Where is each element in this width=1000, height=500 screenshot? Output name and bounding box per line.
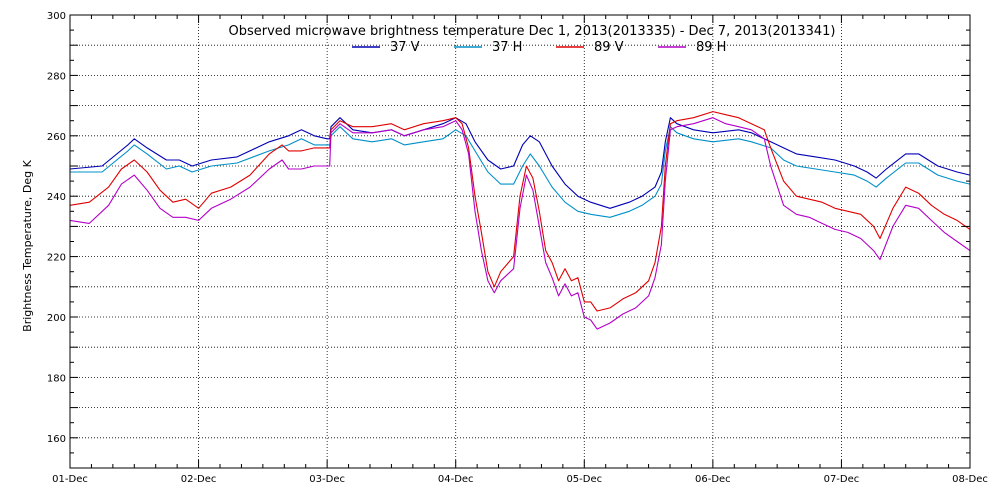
x-tick-label: 08-Dec [952, 474, 988, 485]
grid-lines [70, 15, 970, 468]
series-line-37-v [69, 117, 971, 209]
series-line-89-h [69, 117, 971, 330]
legend-label: 37 V [390, 40, 420, 55]
chart-title: Observed microwave brightness temperatur… [229, 24, 836, 39]
legend: 37 V 37 H 89 V 89 H [352, 40, 726, 55]
y-tick-label: 280 [47, 71, 66, 82]
y-tick-label: 160 [47, 434, 66, 445]
y-tick-label: 260 [47, 132, 66, 143]
y-tick-label: 300 [47, 11, 66, 22]
y-axis-label: Brightness Temperature, Deg K [21, 159, 34, 331]
y-tick-label: 220 [47, 253, 66, 264]
x-tick-label: 06-Dec [695, 474, 731, 485]
y-tick-label: 200 [47, 313, 66, 324]
x-tick-label: 05-Dec [566, 474, 602, 485]
legend-label: 89 H [696, 40, 726, 55]
series-line-89-v [69, 111, 971, 312]
x-tick-label: 02-Dec [181, 474, 217, 485]
x-tick-label: 04-Dec [438, 474, 474, 485]
x-tick-label: 07-Dec [824, 474, 860, 485]
y-tick-labels: 160 180 200 220 240 260 280 300 [47, 11, 66, 445]
y-tick-label: 240 [47, 192, 66, 203]
series-lines [69, 111, 971, 330]
legend-label: 37 H [492, 40, 522, 55]
y-tick-label: 180 [47, 373, 66, 384]
x-tick-label: 03-Dec [309, 474, 345, 485]
axis-ticks [69, 14, 971, 469]
legend-label: 89 V [594, 40, 624, 55]
x-tick-labels: 01-Dec 02-Dec 03-Dec 04-Dec 05-Dec 06-Dec 07-D… [52, 474, 988, 485]
x-tick-label: 01-Dec [52, 474, 88, 485]
